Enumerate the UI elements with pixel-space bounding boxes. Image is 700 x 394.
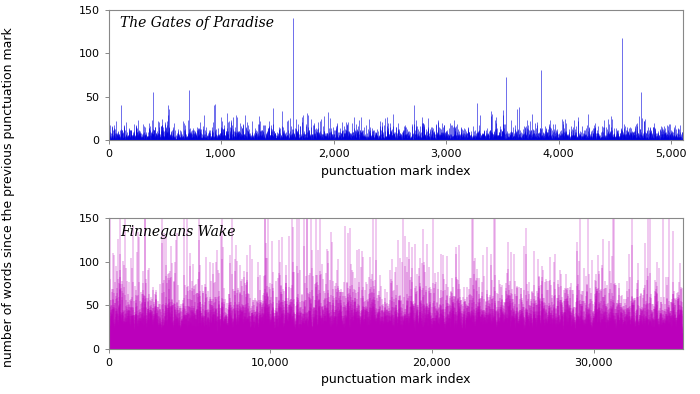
- Text: number of words since the previous punctuation mark: number of words since the previous punct…: [2, 27, 15, 367]
- Text: Finnegans Wake: Finnegans Wake: [120, 225, 235, 239]
- X-axis label: punctuation mark index: punctuation mark index: [321, 373, 470, 386]
- X-axis label: punctuation mark index: punctuation mark index: [321, 165, 470, 178]
- Text: The Gates of Paradise: The Gates of Paradise: [120, 17, 274, 30]
